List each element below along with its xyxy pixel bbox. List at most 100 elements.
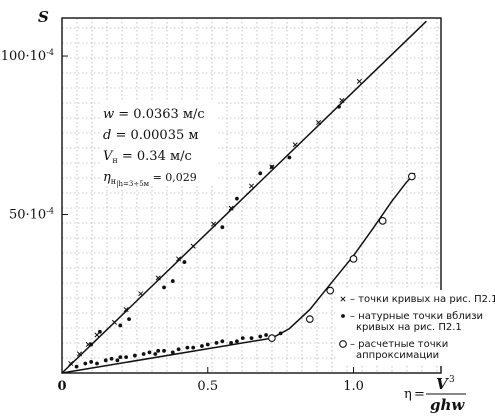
data-point-cross — [339, 97, 345, 103]
legend-background — [336, 290, 486, 366]
data-point-cross — [228, 205, 234, 211]
data-point-dot — [176, 347, 181, 352]
data-point-dot — [258, 171, 263, 176]
data-point-dot — [170, 279, 175, 283]
data-point-circle — [349, 255, 358, 263]
data-point-dot — [185, 345, 190, 350]
data-point-dot — [89, 360, 94, 364]
data-point-dot — [83, 361, 88, 366]
y-axis-label: S — [38, 8, 49, 26]
data-point-cross — [94, 332, 100, 338]
data-point-cross — [176, 256, 182, 262]
parameter-box-background — [100, 102, 218, 184]
legend: – точки кривых на рис. П2.1 – натурные то… — [336, 290, 495, 366]
x-axis-equals: = — [414, 387, 425, 402]
data-point-cross — [123, 307, 129, 313]
data-point-dot — [240, 336, 245, 341]
parameter-line: ηн|h=3÷5м = 0,029 — [103, 170, 197, 188]
data-point-dot — [118, 323, 123, 328]
data-point-dot — [124, 355, 129, 360]
data-point-dot — [337, 104, 341, 109]
data-point-dot — [200, 344, 204, 348]
data-point-cross — [248, 183, 255, 189]
data-point-dot — [235, 339, 239, 344]
data-point-dot — [264, 333, 268, 337]
legend-marker-circle — [339, 340, 347, 348]
data-point-dot — [132, 353, 137, 358]
data-point-dot — [127, 317, 131, 322]
parameter-box: w = 0.0363 м/с d = 0.00035 м Vн = 0.34 м/с… — [100, 102, 218, 188]
data-point-cross — [211, 221, 217, 227]
data-point-dot — [89, 342, 94, 347]
data-point-dot — [98, 329, 102, 334]
data-point-dot — [258, 334, 263, 339]
parameter-line: w = 0.0363 м/с — [103, 107, 205, 122]
legend-marker-dot — [341, 314, 345, 318]
data-point-circle — [407, 172, 416, 181]
data-point-dot — [191, 345, 196, 350]
data-point-dot — [95, 361, 99, 366]
data-point-dot — [170, 350, 175, 355]
data-point-dot — [153, 352, 158, 356]
data-point-dot — [270, 165, 274, 169]
x-axis-formula-exponent: 3 — [449, 375, 455, 385]
data-point-cross — [356, 78, 362, 84]
data-point-dot — [214, 340, 219, 345]
data-point-dot — [141, 352, 146, 356]
legend-label: аппроксимации — [356, 350, 439, 361]
parameter-line: Vн = 0.34 м/с — [103, 149, 192, 165]
data-point-dot — [103, 358, 108, 363]
data-point-dot — [115, 358, 120, 363]
data-point-dot — [235, 196, 239, 201]
data-point-dot — [182, 260, 187, 264]
data-point-cross — [138, 291, 144, 297]
grid — [62, 18, 441, 373]
data-point-dot — [205, 342, 210, 347]
x-tick-label: 0.5 — [197, 379, 218, 394]
data-point-dot — [156, 348, 161, 353]
data-point-circle — [378, 217, 387, 225]
data-point-dot — [118, 355, 123, 360]
parameter-line: d = 0.00035 м — [103, 128, 199, 143]
y-tick-label: 100·10-4 — [1, 48, 54, 64]
data-point-circle — [326, 286, 335, 295]
fitted-line-upper — [61, 20, 427, 374]
data-point-circle — [268, 334, 276, 342]
data-point-dot — [147, 350, 152, 355]
data-point-cross — [316, 120, 322, 126]
plot-frame — [61, 17, 442, 374]
x-axis-formula-denominator: ghw — [430, 396, 465, 414]
x-axis-label: η = V 3 ghw — [404, 375, 466, 414]
x-axis-formula-numerator: V — [436, 375, 449, 393]
data-point-cross — [85, 341, 91, 348]
data-point-dot — [74, 364, 79, 369]
axes: 0 0.5 1.0 50·10-4 100·10-4 — [1, 17, 442, 394]
x-tick-label: 1.0 — [343, 379, 364, 394]
data-point-dot — [220, 339, 225, 344]
legend-label: – расчетные точки — [350, 339, 448, 350]
legend-marker-cross — [340, 296, 346, 302]
data-points — [68, 78, 416, 369]
legend-label: кривых на рис. П2.1 — [356, 322, 462, 333]
data-point-dot — [287, 155, 292, 160]
legend-label: – натурные точки вблизи — [350, 311, 483, 322]
data-point-dot — [109, 356, 114, 361]
data-point-dot — [162, 285, 166, 290]
data-point-cross — [111, 319, 118, 325]
data-point-dot — [162, 348, 166, 353]
x-tick-label: 0 — [57, 379, 66, 394]
data-point-cross — [76, 351, 83, 357]
y-tick-label: 50·10-4 — [9, 207, 54, 223]
data-point-cross — [68, 360, 74, 367]
data-point-dot — [220, 225, 225, 230]
legend-label: – точки кривых на рис. П2.1 — [350, 294, 495, 305]
data-point-dot — [249, 336, 254, 341]
x-axis-symbol: η — [404, 387, 412, 402]
data-point-cross — [190, 243, 196, 249]
data-point-dot — [278, 331, 283, 336]
data-point-dot — [229, 340, 233, 345]
data-point-cross — [155, 275, 161, 281]
data-point-circle — [305, 315, 314, 323]
data-point-cross — [292, 142, 298, 148]
